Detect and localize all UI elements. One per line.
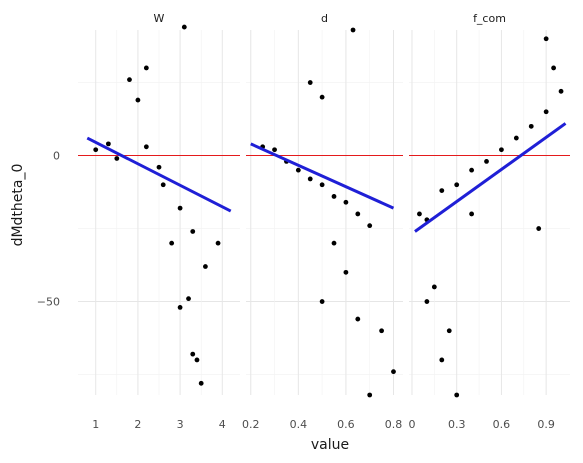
panels-layer: W 1 2 3 4 d 0.2 0.4 0.6 0.8 f_com 0 0.3 0.6 0.9 (78, 12, 570, 431)
data-point (194, 357, 200, 363)
x-tick-label: 0.6 (337, 418, 355, 431)
y-tick-label: −50 (37, 296, 60, 309)
data-point (543, 109, 549, 115)
data-point (469, 211, 475, 217)
x-tick-label: 0.2 (242, 418, 260, 431)
facet-strip-label: f_com (473, 12, 506, 25)
data-point (295, 167, 301, 173)
data-point (558, 88, 564, 94)
x-tick-label: 1 (92, 418, 99, 431)
data-point (331, 194, 337, 199)
data-point (319, 299, 325, 304)
y-tick-label: 0 (53, 150, 60, 163)
data-point (551, 65, 557, 71)
facet-panel: W 1 2 3 4 (78, 12, 240, 431)
data-point (190, 229, 196, 234)
data-point (114, 156, 120, 161)
x-tick-label: 2 (134, 418, 141, 431)
data-point (446, 328, 452, 334)
data-point (186, 296, 191, 302)
data-point (439, 188, 445, 194)
data-point (454, 392, 460, 398)
data-point (367, 223, 373, 229)
y-axis: 0 −50 (37, 150, 60, 309)
data-point (439, 357, 445, 363)
x-axis-title: value (311, 437, 349, 453)
data-point (367, 392, 373, 398)
x-tick-label: 3 (177, 418, 184, 431)
data-point (307, 176, 313, 182)
y-axis-title: dMdtheta_0 (10, 164, 26, 247)
data-point (355, 211, 361, 217)
data-point (528, 123, 534, 129)
data-point (143, 65, 149, 71)
x-tick-label: 0.3 (448, 418, 466, 431)
data-point (203, 264, 208, 269)
x-tick-label: 0.9 (537, 418, 555, 431)
data-point (484, 159, 489, 164)
data-point (343, 199, 349, 205)
data-point (160, 182, 166, 188)
data-point (135, 97, 141, 103)
data-point (391, 369, 396, 375)
data-point (215, 240, 221, 246)
facet-panel: d 0.2 0.4 0.6 0.8 (242, 12, 403, 431)
trend-line (250, 142, 395, 210)
data-point (417, 211, 422, 217)
data-point (169, 240, 175, 246)
data-point (190, 351, 196, 357)
data-point (177, 305, 183, 310)
data-point (350, 27, 356, 33)
data-point (156, 164, 162, 170)
data-point (424, 299, 430, 304)
data-point (272, 147, 277, 153)
x-tick-label: 4 (219, 418, 226, 431)
facet-strip-label: W (154, 12, 165, 25)
data-point (181, 24, 187, 30)
data-point (536, 226, 542, 231)
data-point (319, 94, 325, 100)
data-point (307, 80, 313, 85)
x-tick-label: 0 (408, 418, 415, 431)
data-point (198, 380, 204, 386)
x-tick-label: 0.4 (290, 418, 308, 431)
data-point (499, 147, 504, 153)
data-point (143, 144, 149, 150)
data-point (177, 205, 183, 211)
facet-strip-label: d (321, 12, 328, 25)
data-point (454, 182, 460, 188)
trend-line (414, 122, 567, 233)
facet-panel: f_com 0 0.3 0.6 0.9 (408, 12, 570, 431)
x-tick-label: 0.8 (385, 418, 403, 431)
data-point (105, 141, 111, 147)
data-point (469, 167, 475, 173)
data-point (319, 182, 325, 188)
data-point (331, 240, 337, 246)
data-point (355, 316, 361, 322)
data-point (379, 328, 384, 334)
data-point (543, 36, 549, 42)
data-point (513, 135, 519, 141)
trend-line (86, 136, 232, 213)
x-tick-label: 0.6 (493, 418, 511, 431)
data-point (343, 269, 349, 275)
data-point (127, 77, 132, 83)
data-point (93, 147, 99, 153)
data-point (431, 284, 437, 290)
